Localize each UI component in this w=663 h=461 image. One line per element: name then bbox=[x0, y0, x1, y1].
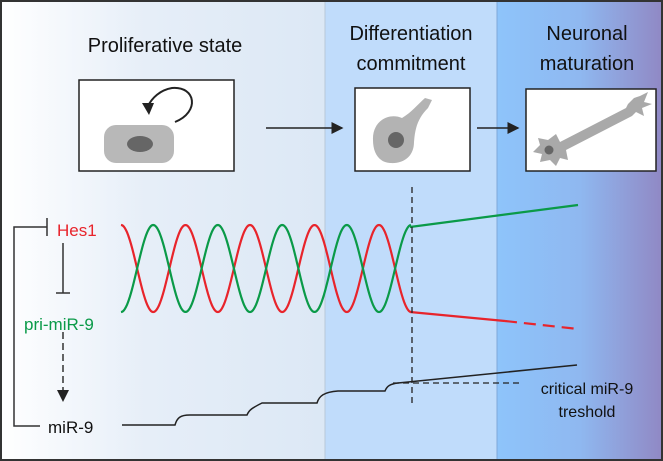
hes1-label: Hes1 bbox=[57, 221, 97, 240]
panel-commitment bbox=[325, 0, 497, 461]
mir9-label: miR-9 bbox=[48, 418, 93, 437]
mir9-accumulation-curve bbox=[122, 364, 578, 426]
hes1-low-line bbox=[409, 310, 506, 323]
threshold-label-1: critical miR-9 bbox=[541, 381, 634, 398]
hes1-represses-pri-mir9 bbox=[56, 243, 70, 294]
panel-maturation bbox=[497, 0, 663, 461]
neuron-box bbox=[525, 88, 657, 172]
stage-title-commitment-2: commitment bbox=[357, 53, 466, 75]
hes1-low-dashed-line bbox=[504, 319, 579, 331]
stage-title-maturation-2: maturation bbox=[540, 53, 635, 75]
stage-title-commitment-1: Differentiation bbox=[349, 23, 472, 45]
stage-title-maturation-1: Neuronal bbox=[546, 23, 627, 45]
threshold-label-2: treshold bbox=[559, 404, 616, 421]
pri-mir9-label: pri-miR-9 bbox=[24, 315, 94, 334]
pri-mir9-high-line bbox=[409, 203, 579, 229]
stage-title-proliferative: Proliferative state bbox=[88, 35, 243, 57]
proliferating-cell-box bbox=[78, 79, 235, 172]
panel-proliferative bbox=[0, 0, 325, 461]
pri-mir9-oscillation bbox=[120, 223, 412, 314]
cycle-arrow-icon bbox=[147, 86, 193, 123]
arrowhead-icon bbox=[57, 390, 69, 402]
committed-cell-box bbox=[354, 87, 471, 172]
feedback-loop bbox=[13, 218, 48, 427]
